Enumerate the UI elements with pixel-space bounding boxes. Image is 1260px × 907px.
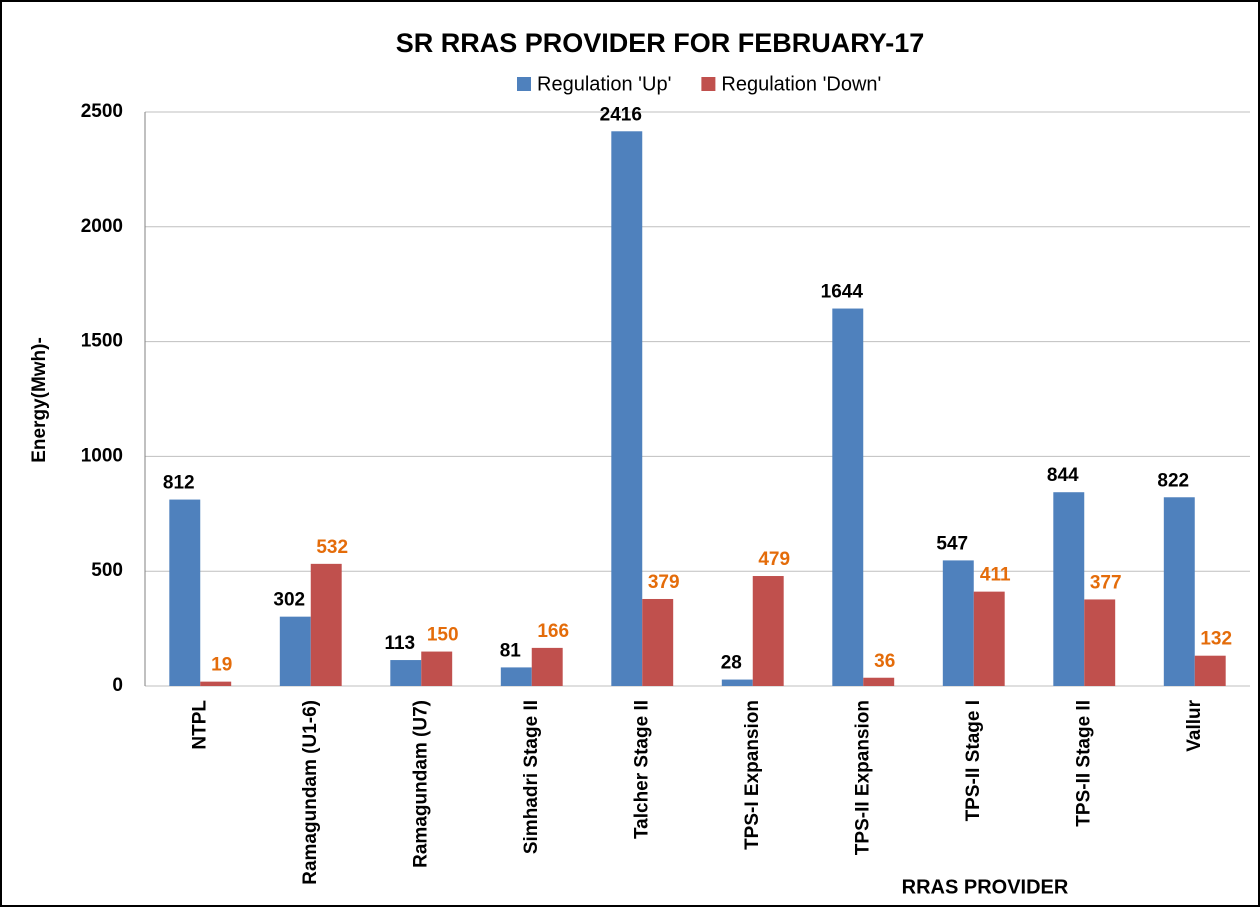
x-tick-label: TPS-I Expansion: [742, 700, 763, 850]
y-tick-label: 1000: [81, 445, 123, 466]
bar: [279, 616, 311, 686]
bar: [500, 667, 532, 686]
data-label: 844: [1047, 465, 1079, 486]
x-tick-label: Talcher Stage II: [631, 700, 652, 839]
data-label: 28: [721, 653, 742, 674]
data-label: 2416: [600, 104, 642, 125]
data-label: 812: [163, 473, 195, 494]
data-label: 379: [648, 572, 680, 593]
y-tick-label: 500: [91, 560, 123, 581]
bar: [200, 681, 232, 686]
bar: [421, 651, 453, 686]
legend-label: Regulation 'Down': [721, 73, 881, 95]
y-axis-label: Energy(Mwh)-: [29, 337, 50, 463]
x-axis-label: RRAS PROVIDER: [902, 876, 1069, 898]
x-tick-label: NTPL: [189, 700, 210, 750]
y-tick-label: 0: [112, 675, 123, 696]
legend-swatch: [701, 77, 716, 91]
legend-label: Regulation 'Up': [537, 73, 671, 95]
bar: [1053, 492, 1085, 686]
data-label: 36: [874, 651, 895, 672]
bar: [1084, 599, 1116, 686]
bar: [752, 576, 784, 686]
data-label: 302: [273, 590, 305, 611]
x-tick-label: TPS-II Stage II: [1073, 700, 1094, 827]
bar: [169, 499, 201, 686]
data-label: 150: [427, 625, 459, 646]
data-label: 1644: [821, 282, 864, 303]
legend-swatch: [517, 77, 531, 91]
y-tick-label: 2500: [81, 101, 123, 122]
data-label: 411: [980, 565, 1011, 586]
data-label: 166: [537, 621, 569, 642]
data-label: 377: [1090, 572, 1122, 593]
data-label: 81: [500, 640, 522, 661]
x-tick-label: Vallur: [1184, 699, 1205, 751]
bar: [310, 563, 342, 686]
x-tick-label: Ramagundam (U7): [410, 700, 431, 868]
data-label: 113: [384, 633, 415, 654]
bar: [611, 131, 643, 687]
data-label: 132: [1200, 629, 1232, 650]
bar: [832, 308, 864, 686]
y-tick-label: 1500: [81, 331, 123, 352]
x-tick-label: TPS-II Stage I: [963, 700, 984, 821]
data-label: 479: [758, 549, 790, 570]
data-label: 532: [316, 537, 348, 558]
data-label: 19: [211, 655, 232, 676]
bar: [531, 647, 563, 686]
bar: [390, 660, 422, 686]
x-tick-label: Ramagundam (U1-6): [300, 700, 321, 885]
data-label: 822: [1157, 470, 1189, 491]
data-label: 547: [936, 533, 968, 554]
x-tick-label: TPS-II Expansion: [852, 700, 873, 855]
bar: [642, 598, 674, 686]
chart-title: SR RRAS PROVIDER FOR FEBRUARY-17: [396, 28, 925, 58]
x-tick-label: Simhadri Stage II: [521, 700, 542, 854]
bar: [863, 677, 895, 686]
y-tick-label: 2000: [81, 216, 123, 237]
bar: [942, 560, 974, 686]
bar: [973, 591, 1005, 686]
bar: [1194, 655, 1226, 686]
bar: [721, 679, 753, 686]
bar: [1163, 497, 1195, 686]
